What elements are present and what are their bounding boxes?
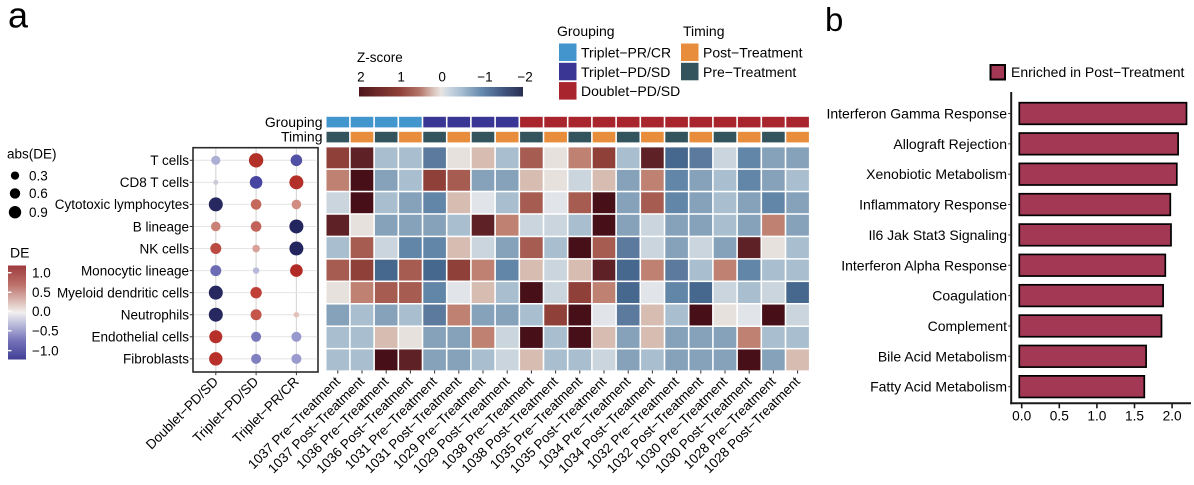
svg-text:DE: DE <box>10 245 29 261</box>
svg-text:Z-score: Z-score <box>357 50 403 65</box>
svg-text:Cytotoxic lymphocytes: Cytotoxic lymphocytes <box>55 197 190 212</box>
svg-text:Grouping: Grouping <box>265 114 323 130</box>
svg-text:1.0: 1.0 <box>32 266 51 281</box>
svg-text:0.3: 0.3 <box>29 168 48 183</box>
svg-text:Coagulation: Coagulation <box>932 288 1007 304</box>
svg-text:0.0: 0.0 <box>32 304 51 319</box>
svg-text:1.5: 1.5 <box>1125 409 1144 424</box>
svg-text:Myeloid dendritic cells: Myeloid dendritic cells <box>57 285 189 300</box>
svg-text:2.0: 2.0 <box>1163 409 1182 424</box>
svg-text:Inflammatory Response: Inflammatory Response <box>859 197 1007 213</box>
svg-text:NK cells: NK cells <box>139 241 189 256</box>
svg-text:−1.0: −1.0 <box>32 343 59 358</box>
svg-text:Bile Acid Metabolism: Bile Acid Metabolism <box>878 348 1007 364</box>
svg-text:CD8 T cells: CD8 T cells <box>120 175 190 190</box>
svg-text:a: a <box>8 0 29 36</box>
svg-text:Il6 Jak Stat3 Signaling: Il6 Jak Stat3 Signaling <box>868 227 1007 243</box>
svg-text:Grouping: Grouping <box>557 23 615 39</box>
svg-text:0.5: 0.5 <box>1050 409 1069 424</box>
svg-text:Interferon Alpha Response: Interferon Alpha Response <box>841 257 1007 273</box>
svg-text:b: b <box>825 1 843 38</box>
svg-text:−0.5: −0.5 <box>32 324 59 339</box>
svg-text:−2: −2 <box>517 70 532 85</box>
svg-text:B lineage: B lineage <box>133 219 189 234</box>
svg-text:Fibroblasts: Fibroblasts <box>123 352 189 367</box>
svg-text:0.6: 0.6 <box>29 186 48 201</box>
svg-text:Triplet−PR/CR: Triplet−PR/CR <box>581 45 671 61</box>
svg-text:abs(DE): abs(DE) <box>7 147 57 162</box>
svg-text:Timing: Timing <box>281 128 323 144</box>
svg-text:Xenobiotic Metabolism: Xenobiotic Metabolism <box>866 166 1007 182</box>
svg-text:T cells: T cells <box>150 153 189 168</box>
svg-text:Allograft Rejection: Allograft Rejection <box>893 136 1007 152</box>
svg-text:1: 1 <box>397 70 405 85</box>
svg-text:0.5: 0.5 <box>32 285 51 300</box>
svg-text:Timing: Timing <box>683 23 725 39</box>
svg-text:Neutrophils: Neutrophils <box>121 308 190 323</box>
svg-text:0.0: 0.0 <box>1012 409 1031 424</box>
svg-text:0: 0 <box>438 70 446 85</box>
svg-text:−1: −1 <box>477 70 492 85</box>
svg-text:Pre−Treatment: Pre−Treatment <box>703 64 796 80</box>
svg-text:Fatty Acid Metabolism: Fatty Acid Metabolism <box>870 379 1007 395</box>
svg-text:Complement: Complement <box>928 318 1007 334</box>
svg-text:Enriched in Post−Treatment: Enriched in Post−Treatment <box>1011 64 1185 80</box>
svg-text:0.9: 0.9 <box>29 205 48 220</box>
svg-text:Interferon Gamma Response: Interferon Gamma Response <box>826 106 1007 122</box>
svg-text:Monocytic lineage: Monocytic lineage <box>81 263 189 278</box>
svg-text:Post−Treatment: Post−Treatment <box>703 45 803 61</box>
svg-text:2: 2 <box>357 70 365 85</box>
svg-text:Endothelial cells: Endothelial cells <box>91 330 189 345</box>
svg-text:1.0: 1.0 <box>1087 409 1106 424</box>
svg-text:Doublet−PD/SD: Doublet−PD/SD <box>581 83 680 99</box>
svg-text:Triplet−PD/SD: Triplet−PD/SD <box>581 64 670 80</box>
